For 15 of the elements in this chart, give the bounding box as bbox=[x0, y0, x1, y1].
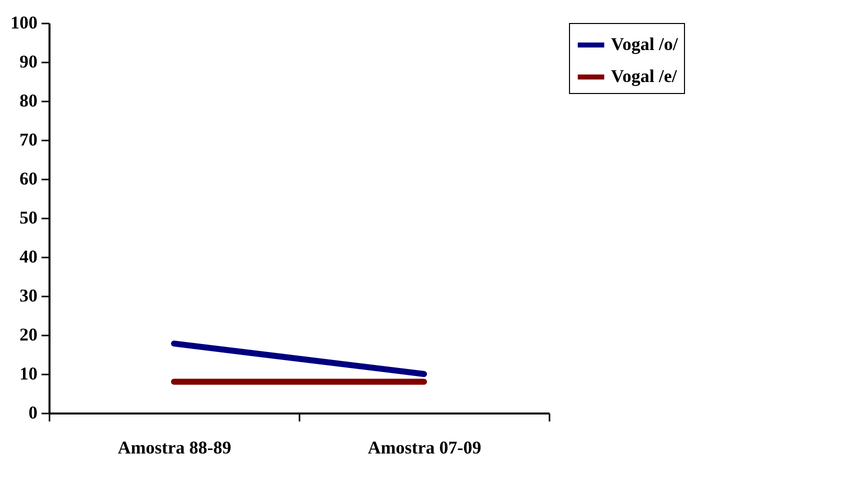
y-tick-label: 20 bbox=[20, 324, 38, 344]
y-tick-label: 60 bbox=[20, 168, 38, 188]
y-tick-label: 0 bbox=[28, 402, 38, 422]
y-tick-label: 10 bbox=[20, 364, 38, 384]
y-tick-label: 40 bbox=[20, 246, 38, 266]
y-tick-label: 30 bbox=[20, 286, 38, 306]
y-tick-label: 50 bbox=[20, 208, 38, 228]
legend-label: Vogal /o/ bbox=[611, 34, 679, 54]
legend-label: Vogal /e/ bbox=[611, 66, 678, 86]
x-tick-label: Amostra 88-89 bbox=[118, 438, 232, 458]
x-tick-label: Amostra 07-09 bbox=[368, 438, 482, 458]
y-tick-label: 100 bbox=[10, 12, 38, 32]
y-tick-label: 80 bbox=[20, 90, 38, 110]
y-tick-label: 90 bbox=[20, 52, 38, 72]
y-tick-label: 70 bbox=[20, 130, 38, 150]
